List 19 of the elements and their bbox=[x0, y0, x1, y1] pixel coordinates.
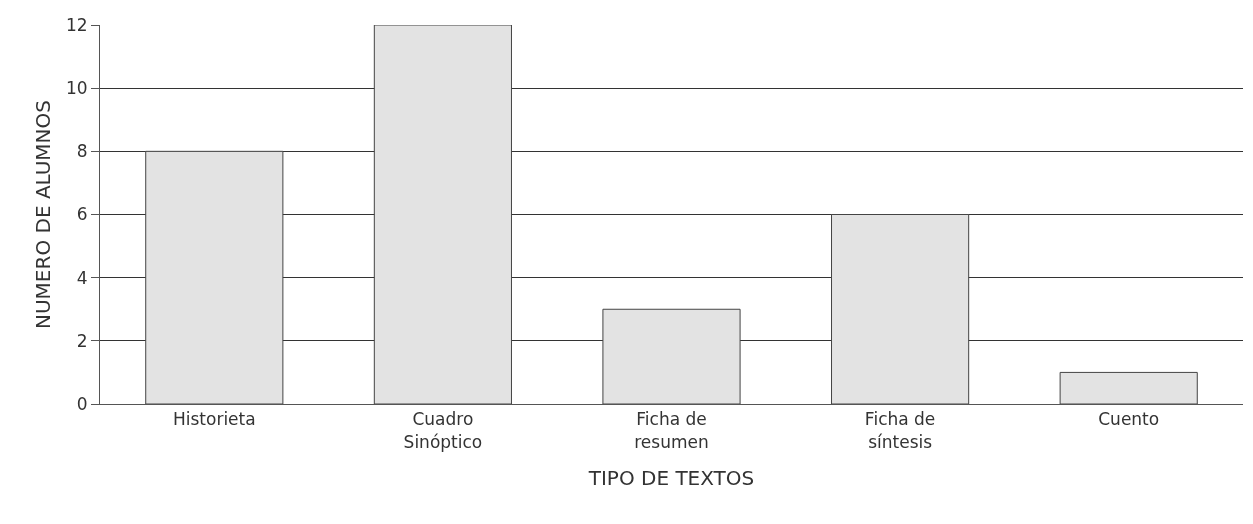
bar bbox=[145, 150, 284, 404]
x-tick-label: Cuento bbox=[1098, 409, 1160, 430]
x-tick-label: Ficha de resumen bbox=[634, 409, 709, 452]
y-tick-label: 2 bbox=[76, 330, 88, 351]
y-tick-label: 0 bbox=[76, 393, 88, 414]
y-tick-label: 8 bbox=[76, 141, 88, 162]
bar bbox=[831, 214, 970, 404]
y-tick-label: 12 bbox=[65, 14, 88, 35]
x-tick-label: Historieta bbox=[172, 409, 256, 430]
x-tick-label: Ficha de síntesis bbox=[864, 409, 936, 452]
bar bbox=[1059, 371, 1198, 404]
y-tick-label: 10 bbox=[65, 78, 88, 99]
x-axis-title: TIPO DE TEXTOS bbox=[587, 466, 755, 490]
y-tick-label: 6 bbox=[76, 204, 88, 225]
x-tick-label: Cuadro Sinóptico bbox=[403, 409, 483, 452]
bar bbox=[602, 308, 741, 404]
y-tick-label: 4 bbox=[76, 267, 88, 288]
y-axis-title: NUMERO DE ALUMNOS bbox=[31, 99, 55, 330]
bar bbox=[373, 25, 512, 404]
